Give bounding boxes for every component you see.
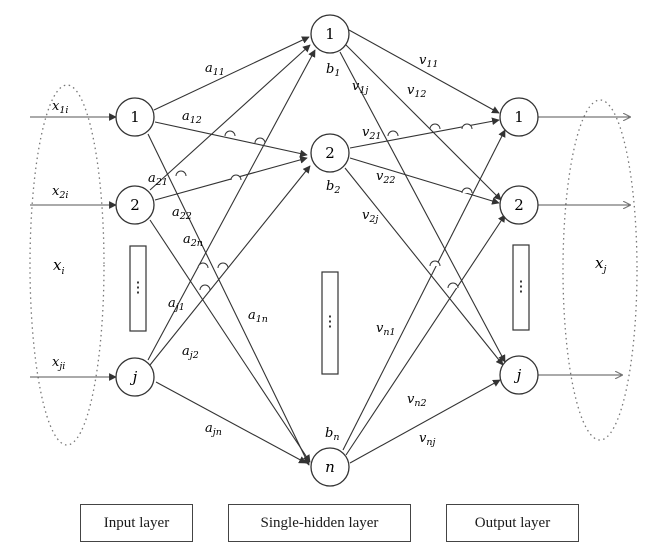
edge-a2n <box>149 219 311 463</box>
weight-label-v12: v12 <box>407 83 426 100</box>
weight-label-ajn: ajn <box>205 421 222 438</box>
edge-v12 <box>345 44 502 201</box>
legend-hidden-layer: Single-hidden layer <box>228 504 411 542</box>
input-node-2 <box>115 185 155 225</box>
edge-a11 <box>153 36 310 111</box>
edge-v22 <box>349 157 500 205</box>
bias-label-bn: bn <box>325 426 339 443</box>
input-label-xji: xji <box>52 355 65 372</box>
hidden-ellipsis-box <box>321 271 339 375</box>
hidden-node-label: 2 <box>325 144 335 162</box>
bias-label-b1: b1 <box>326 62 340 79</box>
edge-v2j <box>344 167 504 366</box>
edge-a12 <box>154 121 308 158</box>
output-node-label: 1 <box>514 108 524 126</box>
edge-ajn <box>155 381 307 464</box>
edge-vnj <box>349 379 501 464</box>
input-label-x2i: x2i <box>52 184 68 201</box>
weight-label-v22: v22 <box>376 169 395 186</box>
hidden-layer-nodes: 1 2 n <box>310 14 350 487</box>
edge-v11 <box>348 29 500 114</box>
edge-a21 <box>149 44 311 191</box>
weight-label-vn2: vn2 <box>407 392 427 409</box>
edge-vn2 <box>345 214 506 456</box>
hidden-output-connections <box>339 29 506 464</box>
hidden-node-1 <box>310 14 350 54</box>
input-vector-ellipse <box>29 84 105 446</box>
input-node-label: j <box>130 368 138 386</box>
output-vector-ellipse <box>562 99 638 441</box>
input-node-j <box>115 357 155 397</box>
weight-label-a12: a12 <box>182 109 202 126</box>
legend-output-layer: Output layer <box>446 504 579 542</box>
output-ellipsis-box <box>512 244 530 331</box>
edge-v21 <box>349 117 500 149</box>
hidden-ellipsis-dots: ⋮ <box>323 312 338 330</box>
weight-label-a22: a22 <box>172 205 192 222</box>
output-node-j <box>499 355 539 395</box>
bias-label-b2: b2 <box>326 179 340 196</box>
hidden-node-label: 1 <box>325 25 335 43</box>
legend-input-layer: Input layer <box>80 504 193 542</box>
input-label-x1i: x1i <box>52 99 68 116</box>
input-node-label: 2 <box>130 196 140 214</box>
hidden-node-label: n <box>325 458 335 476</box>
output-layer-nodes: 1 2 j <box>499 97 539 395</box>
output-node-label: 2 <box>514 196 524 214</box>
weight-label-v1j: v1j <box>352 79 368 96</box>
hidden-node-2 <box>310 133 350 173</box>
output-node-label: j <box>514 366 522 384</box>
edge-vn1 <box>342 129 506 451</box>
crossing-hops <box>175 123 473 291</box>
output-vector-label: xj <box>595 254 606 275</box>
input-ellipsis-box <box>129 245 147 332</box>
weight-label-aj2: aj2 <box>182 344 199 361</box>
edge-aj1 <box>147 49 316 361</box>
weight-label-a11: a11 <box>205 61 225 78</box>
input-ellipsis-dots: ⋮ <box>131 278 146 296</box>
output-ellipsis-dots: ⋮ <box>514 277 529 295</box>
edge-a1n <box>147 133 310 466</box>
output-node-2 <box>499 185 539 225</box>
edge-aj2 <box>149 165 311 366</box>
weight-label-vn1: vn1 <box>376 321 396 338</box>
weight-label-a2n: a2n <box>183 232 203 249</box>
input-node-1 <box>115 97 155 137</box>
weight-label-a21: a21 <box>148 171 168 188</box>
input-layer-nodes: 1 2 j <box>115 97 155 397</box>
input-node-label: 1 <box>130 108 140 126</box>
weight-label-v11: v11 <box>419 53 438 70</box>
input-hidden-connections <box>147 36 316 466</box>
weight-label-vnj: vnj <box>419 431 435 448</box>
hidden-node-n <box>310 447 350 487</box>
edge-v1j <box>339 51 506 363</box>
output-node-1 <box>499 97 539 137</box>
weight-label-a1n: a1n <box>248 308 268 325</box>
input-vector-label: xi <box>53 256 65 277</box>
weight-label-aj1: aj1 <box>168 296 185 313</box>
weight-label-v21: v21 <box>362 125 381 142</box>
weight-label-v2j: v2j <box>362 208 378 225</box>
